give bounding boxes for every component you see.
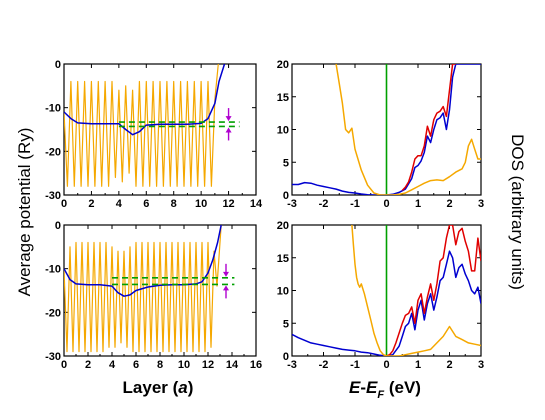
right-y-axis-title: DOS (arbitrary units) — [508, 134, 527, 290]
top-left-ytick-label: -20 — [45, 146, 61, 158]
bottom-left-ytick-label: -10 — [45, 264, 61, 276]
bottom-right-xtick-label: 3 — [478, 359, 484, 371]
down-arrow-head — [225, 116, 232, 122]
top-right-ytick-label: 0 — [283, 190, 289, 202]
top-left-xtick-label: 0 — [61, 198, 67, 210]
bottom-right-xtick-label: 0 — [383, 359, 389, 371]
top-left-ytick-label: -30 — [45, 190, 61, 202]
top-left-xtick-label: 4 — [116, 198, 123, 210]
top-right-dos-red-line — [401, 64, 456, 191]
top-left-xtick-label: 10 — [195, 198, 207, 210]
top-left-series — [64, 64, 240, 187]
bottom-right-ytick-label: 10 — [277, 286, 289, 298]
bottom-left-xtick-label: 6 — [133, 359, 139, 371]
bottom-right-xtick-label: -3 — [287, 359, 297, 371]
top-left-xtick-label: 8 — [171, 198, 177, 210]
bottom-right-xtick-label: -2 — [319, 359, 329, 371]
bottom-left-xtick-label: 4 — [109, 359, 116, 371]
bottom-left-series — [64, 225, 235, 353]
top-right-ytick-label: 15 — [277, 92, 289, 104]
top-left-xtick-label: 14 — [250, 198, 263, 210]
top-left-ytick-label: -10 — [45, 103, 61, 115]
bottom-right-dos-red-line — [386, 225, 481, 356]
top-left-ytick-label: 0 — [55, 59, 61, 71]
top-right-xtick-label: 0 — [383, 198, 389, 210]
bottom-left-xtick-label: 12 — [202, 359, 214, 371]
bottom-right-ytick-label: 15 — [277, 253, 289, 265]
bottom-right-xtick-label: 2 — [446, 359, 452, 371]
top-left-xtick-label: 12 — [222, 198, 234, 210]
bottom-left-ytick-label: -30 — [45, 351, 61, 363]
bottom-left-ytick-label: 0 — [55, 220, 61, 232]
bottom-left-oscillating-potential-line — [64, 225, 222, 353]
top-right-xtick-label: -3 — [287, 198, 297, 210]
right-x-axis-title: E-EF (eV) — [349, 378, 421, 401]
bottom-left-arrows — [223, 263, 229, 299]
top-right-ytick-label: 5 — [283, 157, 289, 169]
top-right-xtick-label: -1 — [350, 198, 360, 210]
top-right-xtick-label: -2 — [319, 198, 329, 210]
left-y-axis-title: Average potential (Ry) — [15, 128, 34, 297]
top-left-arrows — [225, 108, 232, 141]
top-right-xtick-label: 3 — [478, 198, 484, 210]
top-left-average-potential-line — [64, 64, 226, 136]
left-x-axis-title: Layer (a) — [123, 378, 194, 397]
top-left-panel: 0 2 4 6 8 10 12 14 -30 -20 -10 0 — [45, 59, 263, 210]
up-arrow-head — [223, 285, 229, 291]
top-right-panel: -3 -2 -1 0 1 2 3 0 5 10 15 20 — [277, 59, 484, 210]
top-right-dos-orange-line — [335, 64, 481, 195]
bottom-left-ytick-label: -20 — [45, 307, 61, 319]
top-right-xtick-label: 2 — [446, 198, 452, 210]
top-right-series — [292, 64, 481, 195]
bottom-right-ytick-label: 5 — [283, 318, 289, 330]
bottom-left-xtick-label: 2 — [85, 359, 91, 371]
top-right-ytick-label: 10 — [277, 125, 289, 137]
bottom-left-xtick-label: 0 — [61, 359, 67, 371]
bottom-right-xtick-label: -1 — [350, 359, 360, 371]
bottom-left-xtick-label: 8 — [157, 359, 163, 371]
down-arrow-head — [223, 271, 229, 277]
top-left-xtick-label: 6 — [143, 198, 149, 210]
bottom-right-ytick-label: 20 — [277, 220, 289, 232]
bottom-right-series — [292, 225, 481, 356]
bottom-right-panel: -3 -2 -1 0 1 2 3 0 5 10 15 20 — [277, 220, 484, 371]
bottom-right-ytick-label: 0 — [283, 351, 289, 363]
bottom-left-xtick-label: 14 — [226, 359, 239, 371]
top-right-ytick-label: 20 — [277, 59, 289, 71]
top-left-xtick-label: 2 — [88, 198, 94, 210]
up-arrow-head — [225, 127, 232, 133]
bottom-left-xtick-label: 16 — [250, 359, 262, 371]
bottom-left-xtick-label: 10 — [178, 359, 190, 371]
top-left-oscillating-potential-line — [64, 64, 219, 187]
bottom-left-average-potential-line — [64, 225, 222, 297]
bottom-left-panel: 0 2 4 6 8 10 12 14 16 -30 -20 -10 0 — [45, 220, 262, 371]
bottom-right-dos-blue-line — [292, 250, 481, 356]
bottom-right-xtick-label: 1 — [415, 359, 421, 371]
top-right-dos-blue-line — [292, 64, 481, 195]
bottom-right-dos-orange-line — [351, 225, 481, 356]
top-right-xtick-label: 1 — [415, 198, 421, 210]
